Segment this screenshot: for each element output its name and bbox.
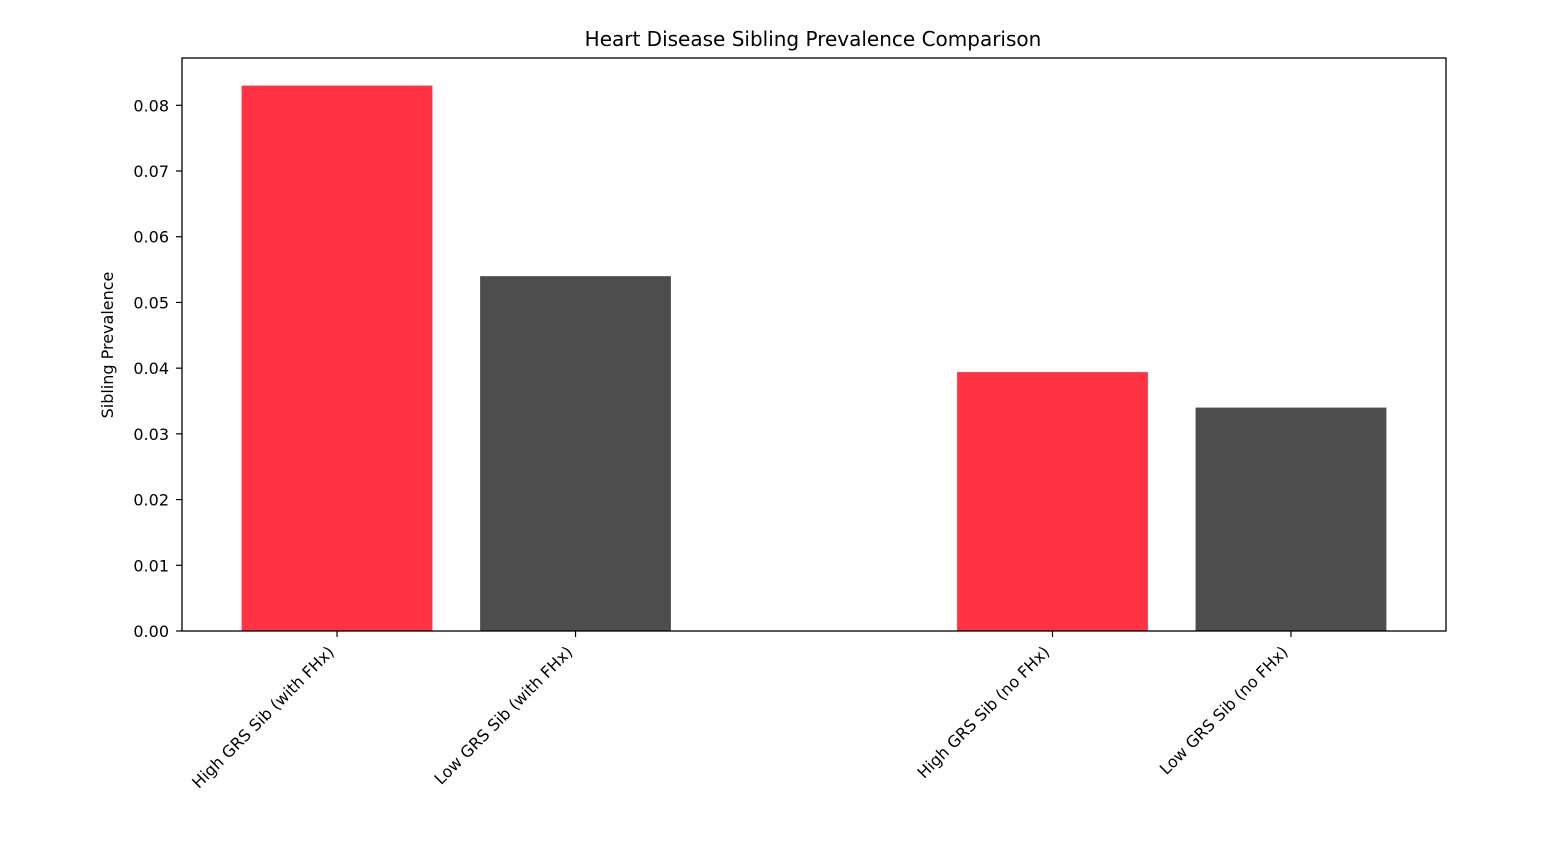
x-tick-label: Low GRS Sib (with FHx) [430,642,576,788]
y-tick-label: 0.06 [133,228,169,247]
y-tick-label: 0.04 [133,359,169,378]
y-axis-ticks: 0.00 0.01 0.02 0.03 0.04 0.05 0.06 0.07 0.08 [133,96,182,641]
bar-0 [241,85,433,631]
y-tick-label: 0.00 [133,622,169,641]
y-tick-label: 0.07 [133,162,169,181]
x-axis-ticks: High GRS Sib (with FHx) Low GRS Sib (with… [188,631,1292,792]
x-tick-label: High GRS Sib (no FHx) [914,642,1054,782]
bars-group [241,85,1387,631]
plot-frame [181,57,1447,632]
y-tick-label: 0.05 [133,293,169,312]
bar-1 [480,276,671,631]
y-tick-label: 0.02 [133,491,169,510]
y-tick-label: 0.03 [133,425,169,444]
bar-3 [1195,407,1387,631]
x-tick-label: High GRS Sib (with FHx) [188,642,338,792]
y-tick-label: 0.01 [133,556,169,575]
x-tick-label: Low GRS Sib (no FHx) [1156,642,1292,778]
chart-title: Heart Disease Sibling Prevalence Compari… [585,27,1042,51]
bar-2 [957,372,1148,631]
y-axis-label: Sibling Prevalence [98,272,117,419]
y-tick-label: 0.08 [133,96,169,115]
